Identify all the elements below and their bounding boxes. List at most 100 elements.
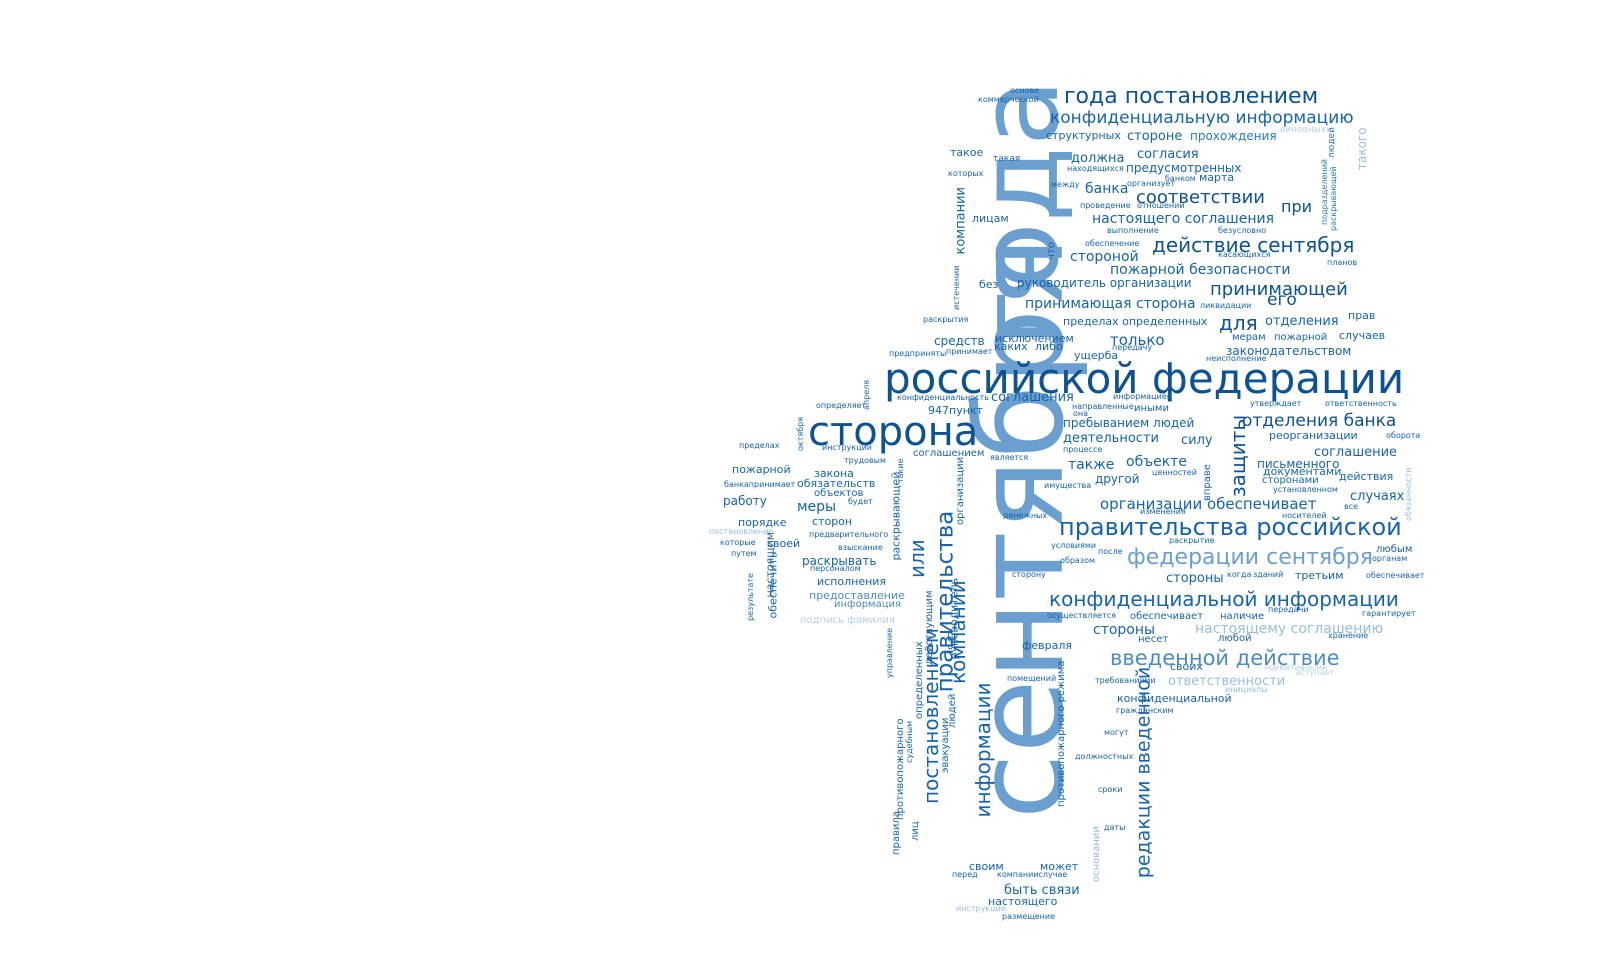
word-33: обеспечение: [1085, 240, 1139, 248]
word-76: пребыванием людей: [1063, 417, 1194, 429]
word-59: предприняты: [889, 350, 946, 358]
word-145: сторону: [1012, 571, 1046, 579]
word-159: любой: [1218, 634, 1252, 644]
word-176: компании: [948, 610, 968, 684]
word-29: раскрывающей: [1330, 177, 1338, 231]
word-23: проведение: [1080, 202, 1131, 210]
word-19: банком: [1165, 175, 1196, 183]
word-17: банка: [1085, 182, 1128, 196]
word-21: компании: [955, 183, 968, 255]
word-16: между: [1051, 181, 1079, 189]
word-48: для: [1219, 313, 1258, 333]
word-6: виновных: [1280, 126, 1326, 135]
word-70: ответственность: [1325, 400, 1397, 408]
word-94: также: [1068, 458, 1114, 472]
word-192: основании: [1092, 822, 1102, 882]
word-79: пределах: [739, 442, 779, 450]
word-197: компаниислучае: [997, 871, 1067, 879]
word-147: гарантирует: [1362, 610, 1416, 618]
word-15: которых: [948, 170, 983, 178]
word-81: деятельности: [1063, 432, 1159, 445]
word-38: истечении: [953, 264, 961, 310]
word-55: средств: [934, 335, 985, 347]
word-86: трудовым: [844, 457, 886, 465]
word-10: такая: [993, 155, 1020, 164]
word-64: неисполнение: [1206, 355, 1267, 363]
word-189: сроки: [1098, 786, 1122, 794]
word-78: октября: [797, 413, 805, 451]
word-24: отношении: [1137, 202, 1185, 210]
word-72: определяет: [816, 402, 866, 410]
word-200: инструкции: [956, 905, 1006, 913]
word-155: или: [907, 524, 927, 578]
word-105: установленном: [1273, 486, 1338, 494]
word-47: пределах определенных: [1063, 316, 1208, 327]
word-140: результате: [747, 567, 755, 621]
word-20: марта: [1199, 172, 1234, 183]
word-111: случаях: [1350, 490, 1404, 503]
word-118: сторон: [812, 516, 852, 527]
word-83: реорганизации: [1269, 430, 1358, 441]
word-202: основе: [1010, 87, 1039, 95]
word-100: другой: [1095, 473, 1139, 485]
word-13: находящихся: [1067, 165, 1124, 173]
word-3: структурных: [1046, 130, 1121, 141]
word-129: после: [1098, 548, 1123, 556]
word-113: будет: [848, 498, 873, 506]
word-39: пожарной безопасности: [1110, 263, 1290, 277]
word-26: лицам: [972, 213, 1009, 224]
word-68: конфиденциальность: [897, 394, 989, 402]
word-116: все: [1344, 503, 1358, 511]
word-36: касающихся: [1218, 251, 1270, 259]
word-132: органам: [1372, 555, 1407, 563]
word-123: которые: [720, 539, 756, 547]
word-102: ценностей: [1152, 469, 1197, 477]
word-32: что: [1047, 236, 1057, 260]
word-135: федерации сентября: [1127, 547, 1373, 569]
word-161: организации: [956, 445, 966, 525]
word-77: отделения банка: [1242, 413, 1396, 430]
word-119: денежных: [1003, 512, 1047, 520]
word-173: нормативными: [1264, 664, 1328, 672]
word-52: мерам: [1232, 333, 1266, 343]
word-57: либо: [1035, 341, 1063, 352]
word-87: соглашением: [913, 449, 984, 459]
word-141: исполнения: [817, 576, 886, 587]
word-71: 947пункт: [928, 405, 983, 416]
word-53: пожарной: [1274, 333, 1327, 343]
word-109: раскрывающей: [891, 481, 902, 561]
word-40: без: [979, 279, 998, 290]
word-196: перед: [952, 871, 978, 879]
word-205: обязанности: [1405, 467, 1413, 521]
word-9: такое: [950, 147, 983, 158]
word-191: даты: [1104, 824, 1125, 832]
word-148: информация: [834, 600, 901, 610]
word-134: образом: [1060, 557, 1095, 565]
word-41: руководитель организации: [1017, 277, 1192, 289]
word-203: коммерческой: [978, 96, 1039, 104]
word-43: принимающая сторона: [1025, 297, 1196, 311]
word-95: объекте: [1126, 455, 1187, 469]
word-44: его: [1267, 292, 1297, 309]
word-88: является: [990, 454, 1028, 462]
word-143: обеспечивает: [1366, 572, 1424, 580]
word-127: взыскание: [838, 544, 883, 552]
word-142: стороны: [1166, 572, 1224, 585]
word-80: инструкций: [822, 444, 872, 452]
word-50: прав: [1348, 310, 1375, 321]
word-179: определенных: [915, 639, 925, 719]
word-27: настоящего соглашения: [1092, 212, 1274, 226]
word-186: могут: [1104, 729, 1129, 737]
word-158: несет: [1138, 635, 1168, 645]
word-12: согласия: [1137, 148, 1199, 161]
word-167: помещений: [1007, 675, 1056, 683]
word-1: года постановлением: [1064, 86, 1318, 108]
word-37: планов: [1327, 259, 1357, 267]
word-104: имущества: [1044, 482, 1091, 490]
word-101: банкапринимает: [724, 481, 795, 489]
word-66: информацией: [1113, 393, 1172, 401]
word-151: обеспечивает: [1130, 612, 1203, 622]
word-125: раскрытие: [1169, 537, 1214, 545]
word-157: хранение: [1328, 632, 1368, 640]
